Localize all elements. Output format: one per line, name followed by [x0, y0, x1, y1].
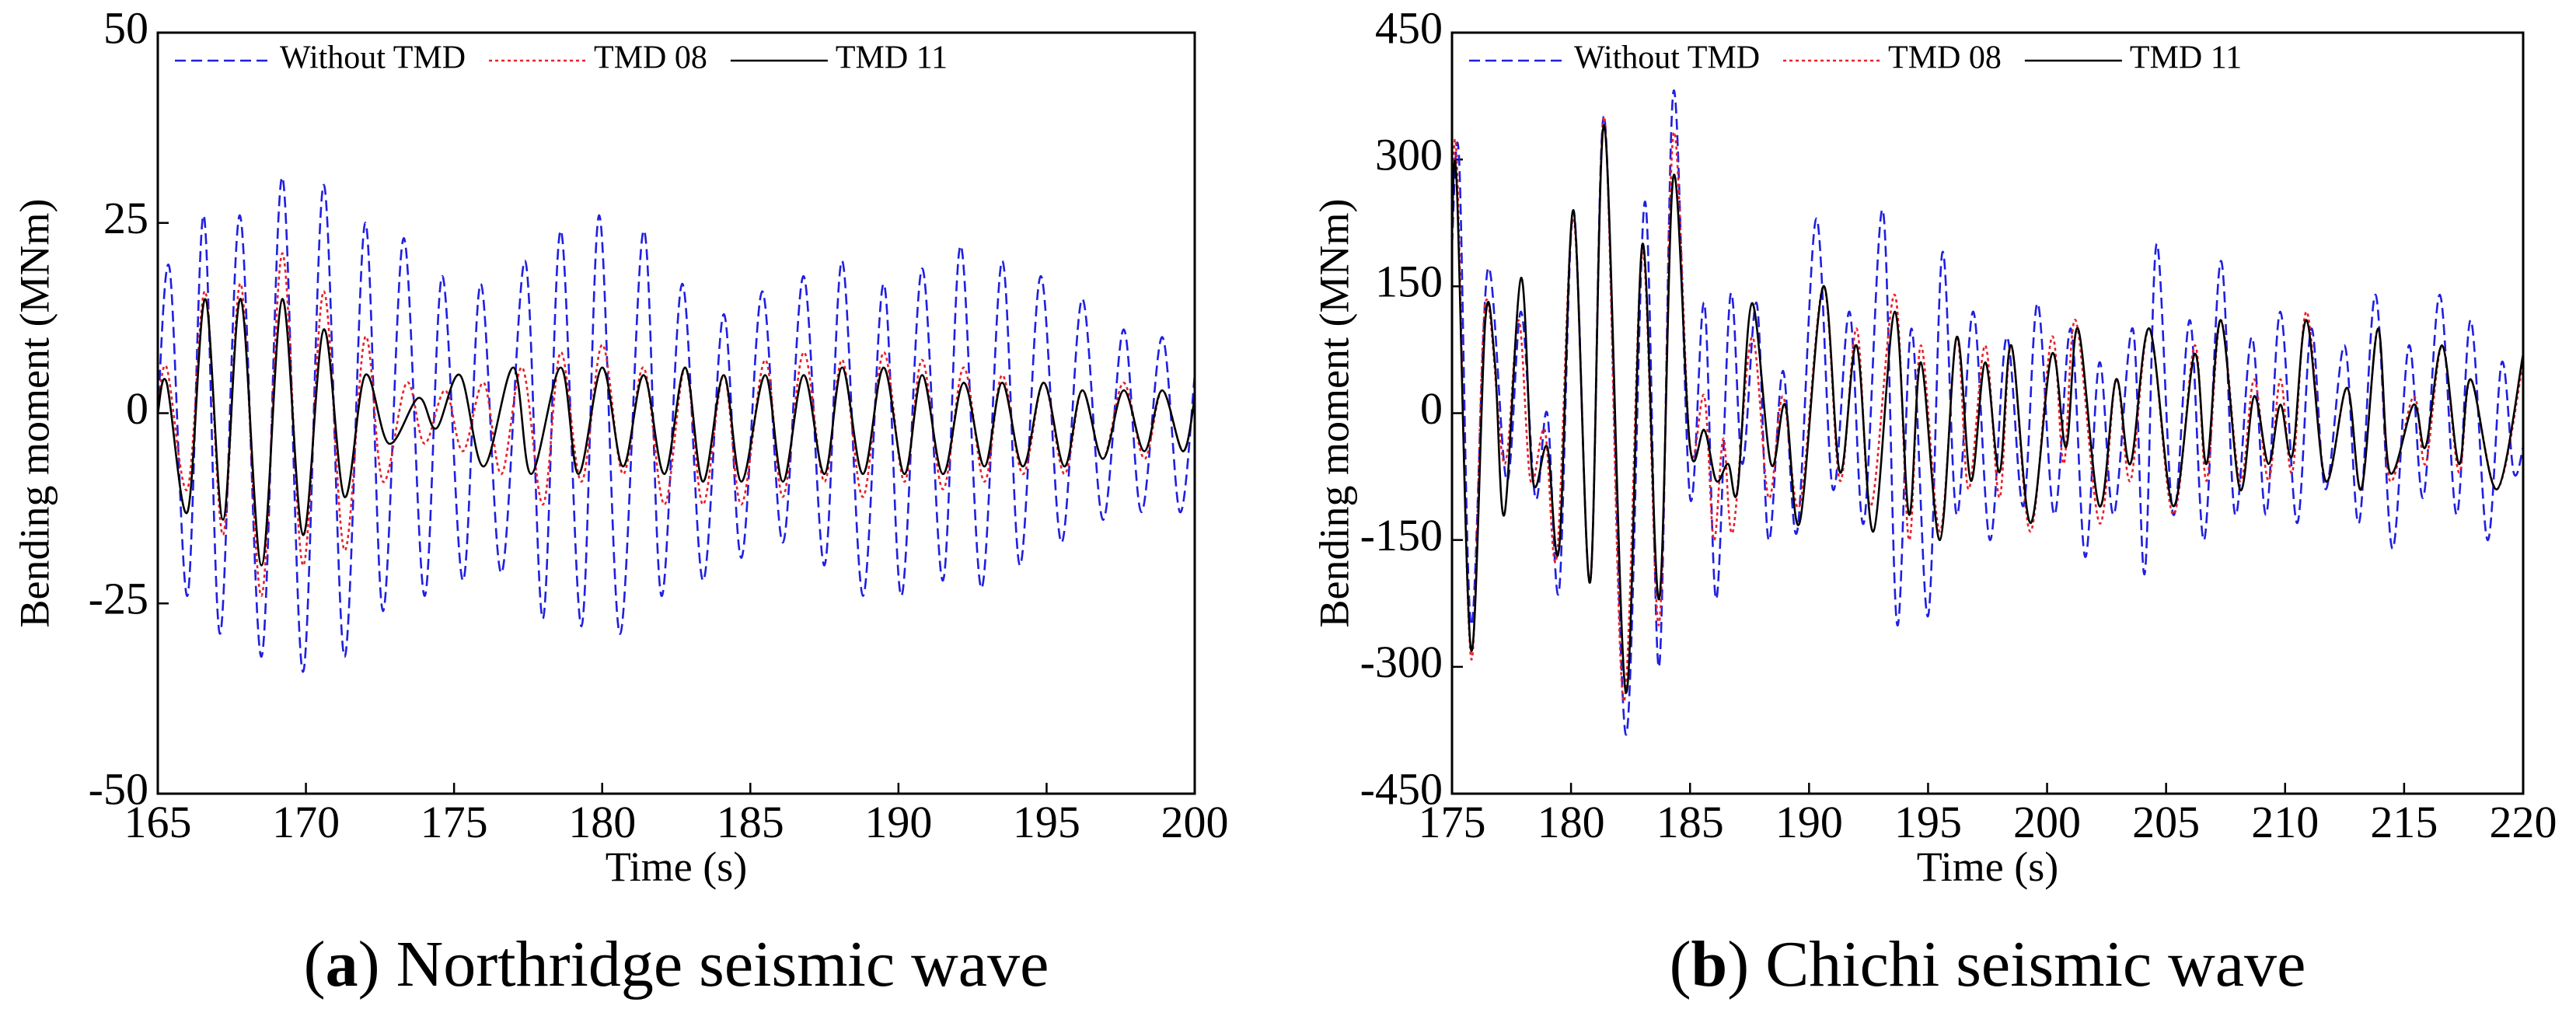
y-tick-label: -300 — [1360, 637, 1443, 687]
series-line — [1452, 124, 2523, 694]
x-tick-label: 190 — [864, 797, 932, 847]
x-tick-label: 165 — [124, 797, 192, 847]
x-tick-label: 195 — [1013, 797, 1080, 847]
plot-frame — [156, 31, 1196, 795]
plot-frame — [1450, 31, 2525, 795]
x-tick-label: 190 — [1775, 797, 1843, 847]
series-line — [1452, 89, 2523, 736]
legend-label: TMD 11 — [2130, 40, 2242, 76]
caption: (b) Chichi seismic wave — [1670, 928, 2306, 1000]
y-tick-label: 50 — [103, 2, 148, 53]
x-tick-label: 175 — [421, 797, 488, 847]
y-tick-label: -450 — [1360, 763, 1443, 814]
caption-part: a — [326, 928, 358, 1000]
x-axis-label: Time (s) — [606, 843, 748, 890]
x-axis-label: Time (s) — [1917, 843, 2059, 890]
y-tick-label: 300 — [1375, 129, 1443, 180]
legend-label: TMD 08 — [594, 40, 707, 76]
series-line — [158, 298, 1195, 567]
y-axis-label: Bending moment (MNm) — [11, 199, 58, 628]
y-axis-label: Bending moment (MNm) — [1311, 199, 1357, 628]
x-tick-label: 185 — [717, 797, 784, 847]
x-tick-label: 215 — [2370, 797, 2438, 847]
x-tick-label: 205 — [2132, 797, 2200, 847]
legend-label: TMD 11 — [836, 40, 948, 76]
y-tick-label: 150 — [1375, 257, 1443, 307]
caption-part: ( — [304, 928, 326, 1000]
y-tick-label: 25 — [103, 193, 148, 243]
caption-part: ( — [1670, 928, 1691, 1000]
legend-label: Without TMD — [280, 40, 466, 76]
x-tick-label: 185 — [1656, 797, 1724, 847]
series-line — [158, 176, 1195, 673]
series-line — [158, 252, 1195, 597]
chart: -450 -300 -150 0 150 300 450 175 180 185 190 195 200… — [1311, 2, 2557, 1000]
x-tick-label: 180 — [568, 797, 636, 847]
x-tick-label: 200 — [2013, 797, 2081, 847]
y-tick-label: 450 — [1375, 2, 1443, 53]
x-tick-label: 175 — [1419, 797, 1486, 847]
legend-label: Without TMD — [1574, 40, 1760, 76]
series-line — [1452, 116, 2523, 703]
y-tick-label: -150 — [1360, 510, 1443, 560]
x-tick-label: 180 — [1538, 797, 1605, 847]
caption-part: ) Chichi seismic wave — [1727, 928, 2305, 1000]
x-tick-label: 195 — [1894, 797, 1962, 847]
chart: -50 -25 0 25 50 165 170 175 180 185 190 195 200 Witho… — [11, 2, 1228, 1000]
y-tick-label: -50 — [89, 763, 148, 814]
x-tick-label: 220 — [2490, 797, 2557, 847]
y-tick-label: 0 — [1420, 383, 1443, 434]
legend-label: TMD 08 — [1888, 40, 2002, 76]
x-tick-label: 170 — [272, 797, 340, 847]
y-tick-label: 0 — [126, 383, 148, 434]
caption: (a) Northridge seismic wave — [304, 928, 1049, 1000]
caption-part: ) Northridge seismic wave — [358, 928, 1049, 1000]
y-tick-label: -25 — [89, 574, 148, 624]
caption-part: b — [1691, 928, 1728, 1000]
x-tick-label: 200 — [1161, 797, 1229, 847]
x-tick-label: 210 — [2251, 797, 2319, 847]
